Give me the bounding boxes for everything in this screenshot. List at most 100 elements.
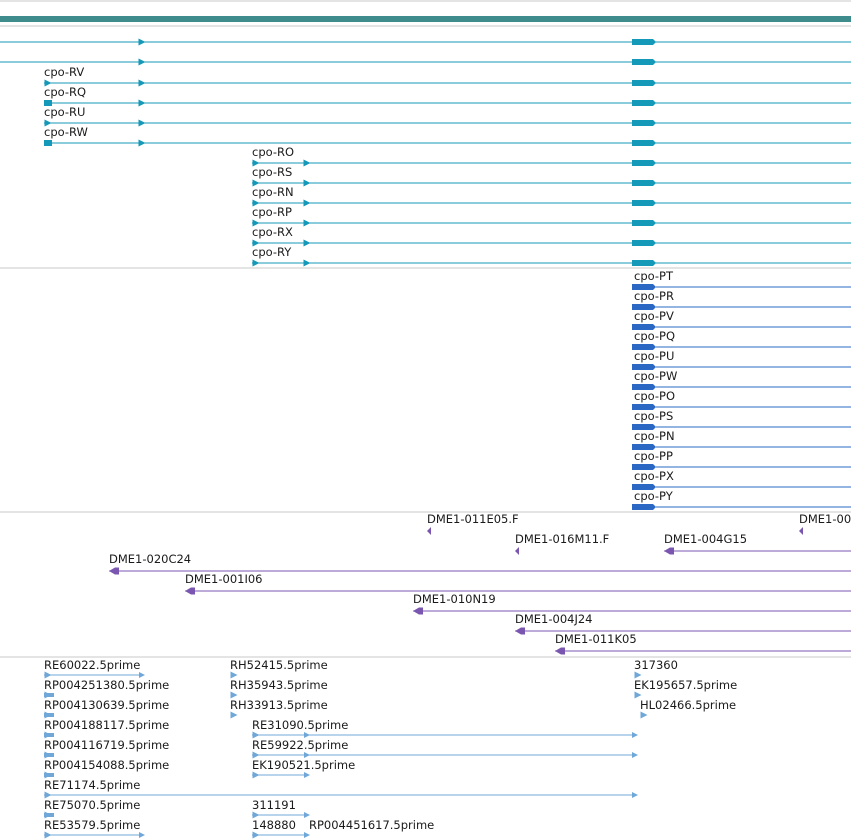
clone-feature[interactable]: DME1-004G15 <box>664 532 851 555</box>
strand-arrow <box>252 179 260 187</box>
cdna-alignment[interactable]: RE75070.5prime <box>44 798 140 819</box>
clone-feature[interactable]: DME1-020C24 <box>109 552 851 575</box>
cdna-alignment[interactable]: RP004130639.5prime <box>44 698 169 719</box>
gene-model-cpo-p[interactable]: cpo-PT <box>632 269 851 290</box>
cdna-alignment[interactable]: 148880 <box>252 818 310 839</box>
exon-block <box>632 364 656 370</box>
exon-block <box>632 484 656 490</box>
gene-model-cpo-p[interactable]: cpo-PP <box>632 449 851 470</box>
strand-arrow <box>303 199 311 207</box>
cdna-alignment[interactable]: EK195657.5prime <box>634 678 737 699</box>
strand-arrow <box>252 731 260 739</box>
exon-block <box>632 220 656 226</box>
strand-arrow <box>138 139 146 147</box>
feature-label: RE53579.5prime <box>44 818 140 832</box>
exon-block <box>632 284 656 290</box>
gene-model-cpo-r[interactable]: cpo-RW <box>44 125 851 147</box>
gene-model-cpo-r[interactable]: cpo-RX <box>252 225 851 247</box>
clone-feature[interactable]: DME1-016M11.F <box>515 532 609 555</box>
gene-model[interactable] <box>0 58 851 66</box>
cdna-alignment[interactable]: RE60022.5prime <box>44 658 145 679</box>
strand-arrow <box>252 811 260 819</box>
strand-arrow <box>303 219 311 227</box>
gene-model[interactable] <box>0 38 851 46</box>
gene-model-cpo-p[interactable]: cpo-PS <box>632 409 851 430</box>
strand-arrow <box>303 259 311 267</box>
cdna-alignment[interactable]: RP004188117.5prime <box>44 718 169 739</box>
cdna-alignment[interactable]: RE53579.5prime <box>44 818 145 839</box>
cdna-alignment[interactable]: 311191 <box>252 798 310 819</box>
clone-feature[interactable]: DME1-001I06 <box>185 572 851 595</box>
feature-label: DME1-001I06 <box>185 572 263 586</box>
cdna-alignment[interactable]: RE59922.5prime <box>252 738 638 759</box>
gene-model-cpo-p[interactable]: cpo-PR <box>632 289 851 310</box>
gene-model-cpo-p[interactable]: cpo-PO <box>632 389 851 410</box>
feature-label: cpo-RO <box>252 145 294 159</box>
clone-feature[interactable]: DME1-011E05.F <box>427 512 519 535</box>
exon-block <box>632 260 656 266</box>
strand-arrow <box>139 832 145 838</box>
feature-label: RH35943.5prime <box>230 678 328 692</box>
cdna-alignment[interactable]: HL02466.5prime <box>640 698 736 719</box>
gene-model-cpo-p[interactable]: cpo-PX <box>632 469 851 490</box>
exon-block <box>632 444 656 450</box>
feature-label: cpo-RP <box>252 205 292 219</box>
gene-model-cpo-r[interactable]: cpo-RU <box>44 105 851 127</box>
feature-label: RP004451617.5prime <box>309 818 434 832</box>
gene-model-cpo-r[interactable]: cpo-RS <box>252 165 851 187</box>
exon-block <box>555 647 565 655</box>
scaffold-segment <box>0 16 851 22</box>
gene-model-cpo-p[interactable]: cpo-PW <box>632 369 851 390</box>
feature-label: RP004188117.5prime <box>44 718 169 732</box>
feature-label: 317360 <box>634 658 678 672</box>
gene-model-cpo-p[interactable]: cpo-PY <box>632 489 851 510</box>
clone-feature[interactable]: DME1-011K05 <box>555 632 851 655</box>
exon-block <box>632 504 656 510</box>
gene-model-cpo-p[interactable]: cpo-PU <box>632 349 851 370</box>
cdna-alignment[interactable]: RP004451617.5prime <box>309 818 434 832</box>
exon-block <box>44 813 54 817</box>
gene-model-cpo-p[interactable]: cpo-PN <box>632 429 851 450</box>
feature-label: RP004116719.5prime <box>44 738 169 752</box>
strand-arrow <box>139 672 145 678</box>
strand-arrow <box>634 691 642 699</box>
exon-block <box>632 140 656 146</box>
gene-model-cpo-r[interactable]: cpo-RQ <box>44 85 851 107</box>
strand-arrow <box>303 179 311 187</box>
strand-arrow <box>303 239 311 247</box>
feature-label: RE75070.5prime <box>44 798 140 812</box>
feature-label: RE31090.5prime <box>252 718 348 732</box>
exon-block <box>44 140 52 146</box>
gene-model-cpo-r[interactable]: cpo-RY <box>252 245 851 267</box>
feature-label: cpo-PY <box>634 489 674 503</box>
cdna-alignment[interactable]: EK190521.5prime <box>252 758 355 779</box>
gene-model-cpo-r[interactable]: cpo-RN <box>252 185 851 207</box>
cdna-alignment[interactable]: RH35943.5prime <box>230 678 328 699</box>
exon-block <box>632 39 656 45</box>
strand-arrow <box>304 772 310 778</box>
gene-model-cpo-p[interactable]: cpo-PV <box>632 309 851 330</box>
feature-label: cpo-PV <box>634 309 674 323</box>
gene-model-cpo-r[interactable]: cpo-RP <box>252 205 851 227</box>
cdna-alignment[interactable]: RP004154088.5prime <box>44 758 169 779</box>
strand-arrow <box>138 38 146 46</box>
cdna-alignment[interactable]: RH52415.5prime <box>230 658 328 679</box>
clone-feature[interactable]: DME1-010N19 <box>413 592 851 615</box>
strand-arrow <box>632 752 638 758</box>
feature-label: RE60022.5prime <box>44 658 140 672</box>
clone-feature[interactable]: DME1-00 <box>799 512 851 535</box>
cdna-alignment[interactable]: RE31090.5prime <box>252 718 638 739</box>
cdna-alignment[interactable]: RE71174.5prime <box>44 778 638 799</box>
gene-model-cpo-r[interactable]: cpo-RO <box>252 145 851 167</box>
cdna-alignment[interactable]: RP004251380.5prime <box>44 678 169 699</box>
cdna-alignment[interactable]: 317360 <box>634 658 678 679</box>
clone-feature[interactable]: DME1-004J24 <box>515 612 851 635</box>
gene-model-cpo-p[interactable]: cpo-PQ <box>632 329 851 350</box>
exon-block <box>632 200 656 206</box>
gene-model-cpo-r[interactable]: cpo-RV <box>44 65 851 87</box>
feature-label: DME1-004G15 <box>664 532 747 546</box>
cdna-alignment[interactable]: RP004116719.5prime <box>44 738 169 759</box>
cdna-alignment[interactable]: RH33913.5prime <box>230 698 328 719</box>
feature-label: cpo-RV <box>44 65 84 79</box>
